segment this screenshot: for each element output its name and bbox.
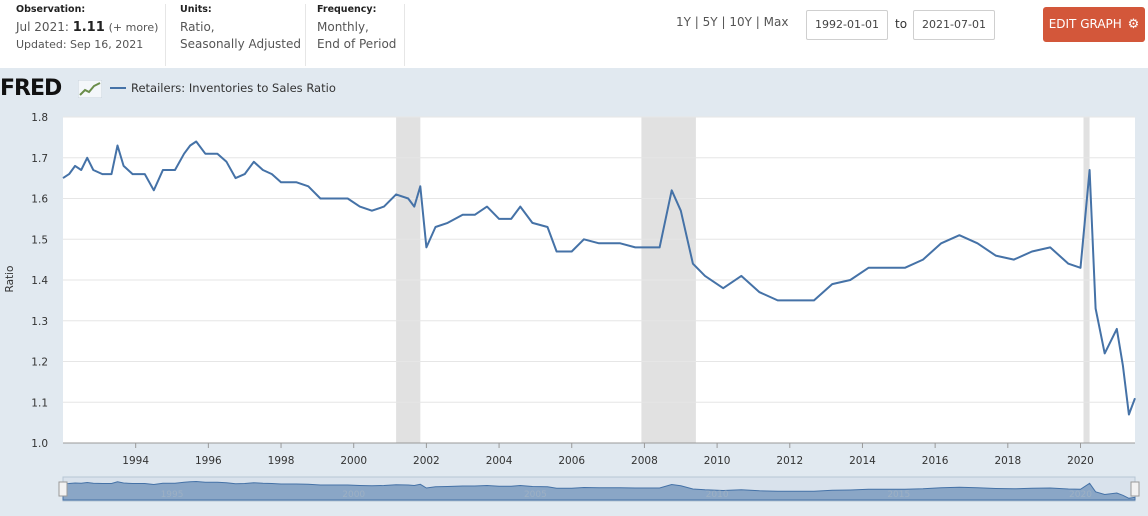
edit-graph-button[interactable]: EDIT GRAPH ⚙ (1043, 7, 1145, 42)
frequency-line2: End of Period (317, 37, 397, 51)
range-5y[interactable]: 5Y (702, 15, 718, 29)
chart-area: FRED Retailers: Inventories to Sales Rat… (0, 68, 1148, 516)
series-header: Observation: Jul 2021: 1.11 (+ more) Upd… (0, 0, 1148, 68)
observation-label: Observation: (16, 4, 86, 15)
navigator-series (62, 480, 1136, 501)
start-date-input[interactable] (806, 10, 888, 40)
observation-period: Jul 2021: (16, 20, 69, 34)
y-tick-label: 1.3 (31, 316, 48, 328)
y-tick-label: 1.1 (31, 397, 48, 409)
x-tick-label: 2010 (704, 455, 731, 467)
y-tick-label: 1.5 (31, 234, 48, 246)
x-tick-label: 2018 (994, 455, 1021, 467)
frequency-line1: Monthly, (317, 20, 369, 34)
x-tick-label: 2014 (849, 455, 876, 467)
frequency-box: Frequency: Monthly, End of Period (301, 4, 405, 66)
navigator-label: 2020 (1069, 490, 1092, 500)
x-tick-label: 2012 (776, 455, 803, 467)
x-tick-label: 1998 (268, 455, 295, 467)
units-label: Units: (180, 4, 212, 15)
y-tick-label: 1.0 (31, 438, 48, 450)
y-tick-label: 1.4 (31, 275, 48, 287)
range-10y[interactable]: 10Y (729, 15, 752, 29)
y-tick-label: 1.7 (31, 153, 48, 165)
x-tick-label: 2008 (631, 455, 658, 467)
navigator-labels: 1995 2000 2005 2010 2015 2020 (161, 490, 1093, 500)
x-tick-label: 1994 (122, 455, 149, 467)
to-label: to (895, 17, 908, 31)
more-link[interactable]: (+ more) (108, 21, 159, 34)
y-tick-label: 1.8 (31, 112, 48, 124)
y-axis: 1.0 1.1 1.2 1.3 1.4 1.5 1.6 1.7 1.8 (31, 112, 48, 450)
updated-date: Updated: Sep 16, 2021 (16, 38, 144, 51)
fred-trend-line-icon (78, 80, 102, 98)
range-selector: 1Y | 5Y | 10Y | Max (676, 15, 788, 29)
range-sep: | (721, 15, 726, 29)
y-tick-label: 1.2 (31, 357, 48, 369)
observation-value: 1.11 (72, 20, 105, 35)
x-axis: 1994 1996 1998 2000 2002 2004 2006 2008 2010 2012… (63, 442, 1135, 467)
legend-label: Retailers: Inventories to Sales Ratio (131, 81, 336, 95)
x-tick-label: 2002 (413, 455, 440, 467)
navigator-label: 2015 (887, 490, 910, 500)
navigator-label: 2010 (706, 490, 729, 500)
edit-graph-label: EDIT GRAPH (1048, 17, 1122, 31)
series-line (62, 140, 1136, 416)
navigator-label: 2005 (524, 490, 547, 500)
observation-box: Observation: Jul 2021: 1.11 (+ more) Upd… (0, 4, 166, 66)
x-tick-label: 2016 (922, 455, 949, 467)
units-line1: Ratio, (180, 20, 215, 34)
x-tick-label: 1996 (195, 455, 222, 467)
end-date-input[interactable] (913, 10, 995, 40)
gear-icon: ⚙ (1127, 17, 1140, 32)
units-line2: Seasonally Adjusted (180, 37, 302, 51)
navigator-label: 1995 (161, 490, 184, 500)
fred-logo: FRED (0, 76, 62, 101)
range-1y[interactable]: 1Y (676, 15, 691, 29)
x-tick-label: 2006 (558, 455, 585, 467)
units-box: Units: Ratio, Seasonally Adjusted (164, 4, 306, 66)
fred-wordmark: FRED (0, 76, 62, 101)
navigator-right-handle[interactable] (1130, 481, 1140, 497)
y-axis-label: Ratio (4, 266, 16, 293)
range-sep: | (755, 15, 760, 29)
observation-value-line: Jul 2021: 1.11 (+ more) (16, 19, 165, 36)
navigator-label: 2000 (342, 490, 365, 500)
x-tick-label: 2020 (1067, 455, 1094, 467)
line-chart[interactable]: Retailers: Inventories to Sales Ratio Ra… (0, 68, 1148, 516)
frequency-label: Frequency: (317, 4, 377, 15)
navigator-left-handle[interactable] (58, 481, 68, 497)
range-sep: | (694, 15, 699, 29)
x-tick-label: 2004 (486, 455, 513, 467)
x-tick-label: 2000 (340, 455, 367, 467)
y-tick-label: 1.6 (31, 194, 48, 206)
range-max[interactable]: Max (763, 15, 789, 29)
